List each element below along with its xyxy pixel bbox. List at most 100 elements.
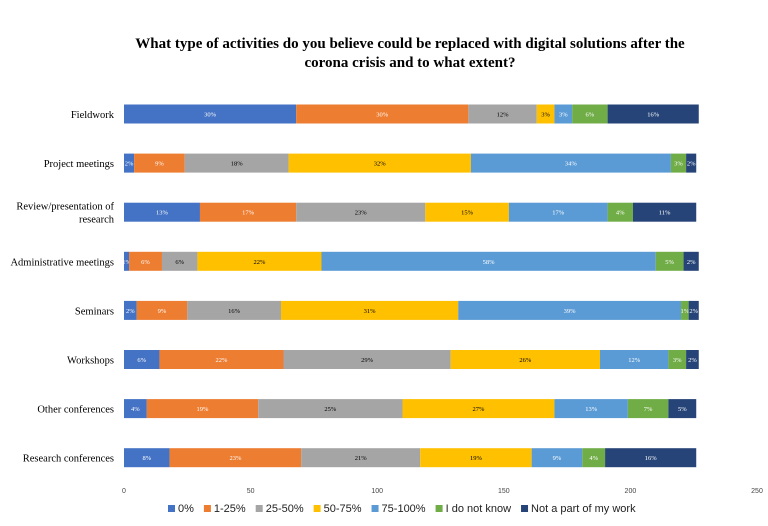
data-label: 6% — [137, 357, 146, 364]
bar-segment — [124, 399, 147, 419]
data-label: 16% — [645, 455, 658, 462]
bar-segment — [161, 251, 198, 271]
legend-label: I do not know — [446, 503, 511, 515]
bar-segment — [668, 350, 687, 369]
data-label: 30% — [204, 112, 217, 119]
category-label: Other conferences — [37, 405, 114, 416]
legend-swatch — [255, 505, 263, 512]
x-tick-label: 100 — [371, 488, 383, 495]
data-label: 13% — [156, 210, 169, 217]
data-label: 4% — [589, 455, 598, 462]
data-label: 58% — [483, 259, 496, 266]
bar-segment — [124, 300, 137, 320]
legend-swatch — [313, 505, 321, 512]
x-tick-label: 150 — [498, 488, 510, 495]
legend-swatch — [168, 505, 175, 512]
data-label: 18% — [231, 161, 244, 168]
legend-label: Not a part of my work — [531, 503, 636, 515]
data-label: 25% — [324, 406, 337, 413]
data-label: 1% — [122, 259, 131, 266]
bar-segment — [686, 350, 699, 369]
data-label: 23% — [355, 210, 368, 217]
data-label: 5% — [665, 259, 674, 266]
data-label: 22% — [254, 259, 267, 266]
bar-segment — [129, 251, 162, 271]
category-label: Seminars — [75, 306, 114, 317]
data-label: 16% — [228, 308, 241, 315]
bar-segment — [536, 104, 555, 124]
bar-segment — [184, 153, 289, 173]
bar-segment — [136, 300, 188, 320]
legend-swatch — [371, 505, 379, 512]
bar-segment — [288, 153, 471, 173]
bar-segment — [450, 350, 601, 369]
data-label: 5% — [678, 406, 687, 413]
data-label: 2% — [126, 308, 135, 315]
bar-segment — [572, 104, 608, 124]
data-label: 11% — [659, 210, 671, 217]
bar-segment — [124, 251, 130, 271]
data-label: 31% — [364, 308, 377, 315]
data-label: 2% — [125, 161, 134, 168]
data-label: 2% — [689, 308, 698, 315]
bar-segment — [258, 399, 403, 419]
bar-segment — [187, 300, 281, 320]
bar-segment — [134, 153, 185, 173]
data-label: 7% — [644, 406, 653, 413]
data-label: 13% — [585, 406, 598, 413]
bar-segment — [683, 251, 699, 271]
data-label: 17% — [242, 210, 255, 217]
bar-segment — [632, 202, 697, 222]
bar-segment — [458, 300, 682, 320]
chart-title-line: What type of activities do you believe c… — [135, 36, 685, 52]
legend-label: 0% — [178, 503, 194, 515]
bar-segment — [321, 251, 656, 271]
category-label: research — [79, 215, 115, 226]
data-label: 17% — [552, 210, 565, 217]
bar-segment — [296, 202, 426, 222]
data-label: 29% — [361, 357, 374, 364]
legend-swatch — [435, 505, 443, 512]
bar-segment — [605, 448, 697, 468]
data-label: 27% — [473, 406, 486, 413]
bar-segment — [199, 202, 297, 222]
data-label: 1% — [681, 308, 690, 315]
data-label: 12% — [497, 112, 510, 119]
data-label: 22% — [216, 357, 229, 364]
data-label: 6% — [586, 112, 595, 119]
x-tick-label: 50 — [247, 488, 255, 495]
legend-label: 75-100% — [382, 503, 426, 515]
data-label: 19% — [470, 455, 483, 462]
chart-title-line: corona crisis and to what extent? — [305, 55, 516, 71]
bar-segment — [124, 153, 135, 173]
legend-swatch — [203, 505, 211, 512]
bar-segment — [296, 104, 469, 124]
bar-segment — [468, 104, 537, 124]
bar-segment — [655, 251, 684, 271]
bar-segment — [280, 300, 459, 320]
data-label: 23% — [229, 455, 242, 462]
data-label: 6% — [175, 259, 184, 266]
bar-segment — [124, 104, 297, 124]
data-label: 19% — [197, 406, 210, 413]
bar-segment — [627, 399, 669, 419]
data-label: 34% — [565, 161, 578, 168]
bar-segment — [124, 202, 200, 222]
data-label: 4% — [131, 406, 140, 413]
category-label: Research conferences — [23, 454, 114, 465]
data-label: 30% — [376, 112, 389, 119]
data-label: 8% — [142, 455, 151, 462]
data-label: 9% — [158, 308, 167, 315]
category-label: Fieldwork — [71, 110, 115, 121]
data-label: 12% — [628, 357, 641, 364]
data-label: 9% — [553, 455, 562, 462]
data-label: 15% — [461, 210, 474, 217]
bar-segment — [670, 153, 687, 173]
data-label: 6% — [141, 259, 150, 266]
bar-segment — [688, 300, 699, 320]
data-label: 32% — [374, 161, 387, 168]
legend-label: 25-50% — [266, 503, 304, 515]
data-label: 9% — [155, 161, 164, 168]
bar-segment — [124, 448, 170, 468]
